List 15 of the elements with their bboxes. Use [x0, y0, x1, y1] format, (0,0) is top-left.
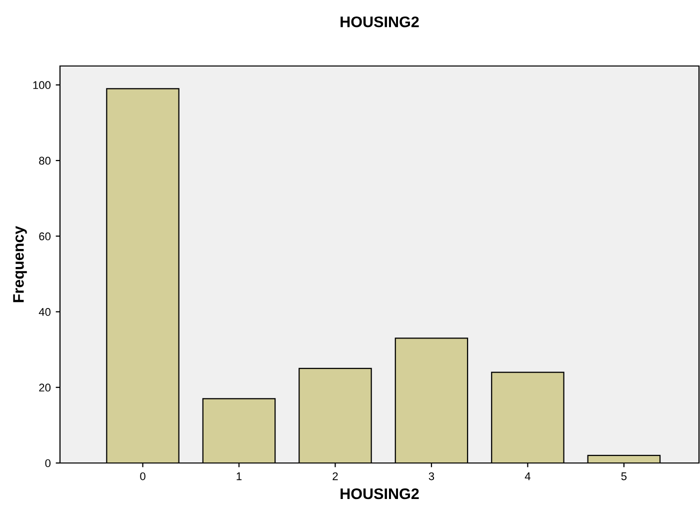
y-tick-label: 60: [39, 232, 51, 240]
y-tick-label: 80: [39, 156, 51, 165]
x-tick-label: 2: [332, 472, 338, 480]
x-tick-label: 5: [621, 472, 627, 480]
x-tick-label: 0: [140, 472, 146, 480]
y-tick-label: 0: [45, 459, 51, 468]
chart-title: HOUSING2: [340, 16, 419, 28]
y-axis-title: Frequency: [13, 226, 27, 302]
y-tick-label: 20: [39, 384, 51, 392]
x-tick-label: 4: [524, 472, 530, 480]
x-tick-label: 3: [428, 472, 434, 480]
x-tick-label: 1: [236, 472, 242, 480]
y-tick-label: 100: [33, 81, 51, 90]
y-tick-label: 40: [38, 308, 51, 316]
x-axis-title: HOUSING2: [340, 488, 419, 500]
